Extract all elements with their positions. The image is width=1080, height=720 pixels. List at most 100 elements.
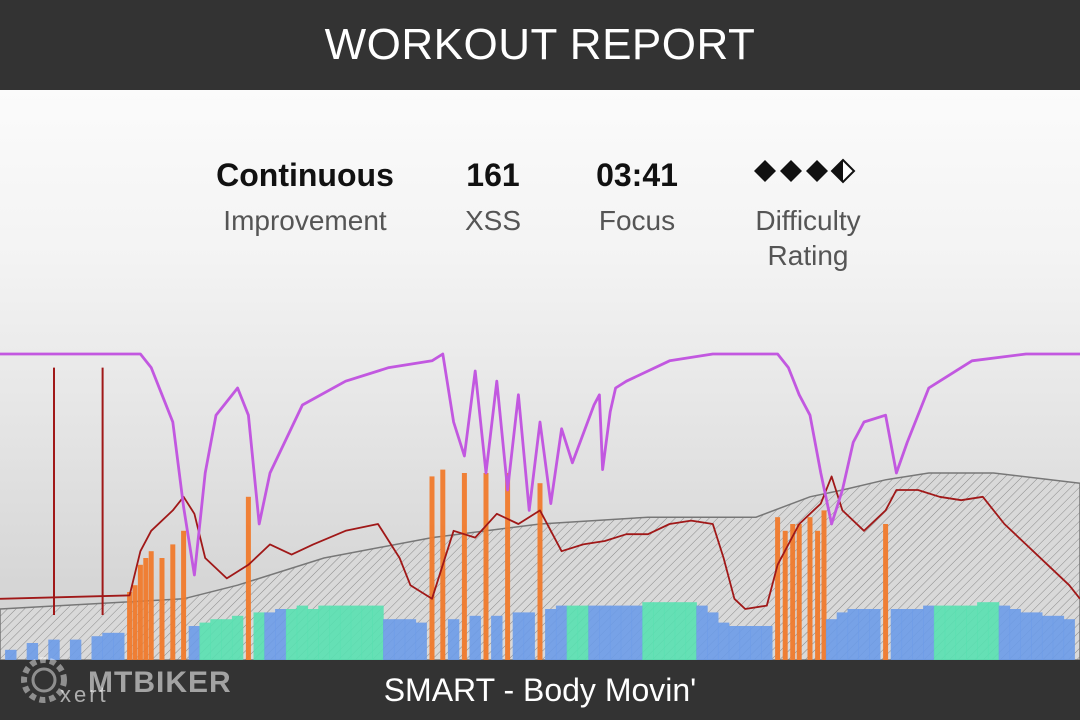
stat-value: 161	[466, 157, 520, 193]
power-bar	[383, 619, 395, 660]
power-bar	[620, 605, 633, 660]
diamond-filled	[754, 160, 776, 182]
power-bar	[5, 649, 17, 660]
stat-label: Difficulty Rating	[755, 205, 861, 271]
power-bar	[275, 609, 287, 660]
power-bar	[102, 632, 114, 660]
power-bar	[491, 615, 503, 660]
page-title: WORKOUT REPORT	[324, 20, 756, 69]
power-bar	[998, 605, 1011, 660]
power-bar	[221, 619, 233, 660]
stat-difficulty: Difficulty Rating	[753, 155, 863, 273]
power-bar	[199, 622, 211, 660]
power-bar	[181, 530, 187, 660]
power-bar	[48, 639, 60, 660]
stat-value: 03:41	[596, 157, 678, 193]
power-bar	[642, 602, 654, 660]
power-bar	[663, 602, 676, 660]
power-bar	[329, 605, 341, 660]
power-bar	[707, 612, 719, 660]
power-bar	[761, 626, 773, 660]
power-bar	[447, 619, 460, 660]
power-bar	[26, 643, 39, 660]
power-bar	[821, 510, 827, 660]
difficulty-diamonds-icon	[754, 158, 856, 184]
power-bar	[210, 619, 222, 660]
power-bar	[483, 473, 489, 660]
stat-value: Continuous	[216, 157, 394, 193]
power-bar	[339, 605, 352, 660]
power-bar	[372, 605, 384, 660]
power-bar	[245, 496, 251, 660]
power-bar	[674, 602, 687, 660]
power-bar	[883, 524, 889, 660]
power-bar	[170, 544, 176, 660]
power-bar	[847, 609, 859, 660]
power-bar	[461, 473, 467, 660]
power-bar	[1009, 609, 1021, 660]
stat-improvement: Continuous Improvement	[216, 155, 394, 238]
power-bar	[869, 609, 881, 660]
power-bar	[912, 609, 924, 660]
power-bar	[127, 592, 133, 660]
power-bar	[977, 602, 989, 660]
power-bar	[790, 524, 796, 660]
power-bar	[512, 612, 525, 660]
power-bar	[890, 609, 903, 660]
stat-xss: 161 XSS	[465, 155, 521, 238]
stats-row: Continuous Improvement 161 XSS 03:41 Foc…	[0, 155, 1080, 285]
power-bar	[307, 609, 319, 660]
header-bar: WORKOUT REPORT	[0, 0, 1080, 90]
power-bar	[231, 615, 244, 660]
power-bar	[1020, 612, 1032, 660]
power-bar	[143, 558, 149, 660]
power-bar	[537, 483, 543, 660]
footer-bar: MTBIKER xert SMART - Body Movin'	[0, 660, 1080, 720]
power-bar	[807, 517, 813, 660]
power-bar	[318, 605, 330, 660]
power-bar	[361, 605, 373, 660]
power-bar	[836, 612, 849, 660]
power-bar	[923, 605, 935, 660]
power-bar	[609, 605, 622, 660]
power-bar	[253, 612, 265, 660]
power-bar	[944, 605, 957, 660]
workout-name: SMART - Body Movin'	[383, 672, 697, 708]
power-bar	[653, 602, 665, 660]
workout-chart	[0, 352, 1080, 660]
power-bar	[685, 602, 697, 660]
power-bar	[955, 605, 967, 660]
power-bar	[545, 609, 557, 660]
power-bar	[429, 476, 435, 660]
power-bar	[415, 622, 427, 660]
power-bar	[933, 605, 946, 660]
power-bar	[350, 605, 363, 660]
stat-focus: 03:41 Focus	[596, 155, 678, 238]
power-bar	[188, 626, 201, 660]
power-bar	[966, 605, 978, 660]
power-bar	[91, 636, 103, 660]
power-bar	[505, 473, 511, 660]
power-bar	[858, 609, 870, 660]
power-bar	[113, 632, 125, 660]
power-bar	[775, 517, 781, 660]
power-bar	[523, 612, 535, 660]
power-bar	[717, 622, 730, 660]
diamond-filled	[780, 160, 802, 182]
power-bar	[782, 530, 788, 660]
power-bar	[159, 558, 165, 660]
power-bar	[577, 605, 589, 660]
power-bar	[1052, 615, 1065, 660]
diamond-half	[832, 160, 843, 182]
power-bar	[285, 609, 298, 660]
power-bar	[750, 626, 762, 660]
purple-freshness-line	[0, 352, 1080, 577]
power-bar	[148, 551, 154, 660]
difficulty-diamonds	[753, 155, 863, 195]
power-bar	[631, 605, 643, 660]
power-bar	[1063, 619, 1075, 660]
stat-label: XSS	[464, 205, 522, 236]
red-power-line	[0, 475, 1080, 610]
power-bar	[901, 609, 913, 660]
power-bar	[393, 619, 406, 660]
